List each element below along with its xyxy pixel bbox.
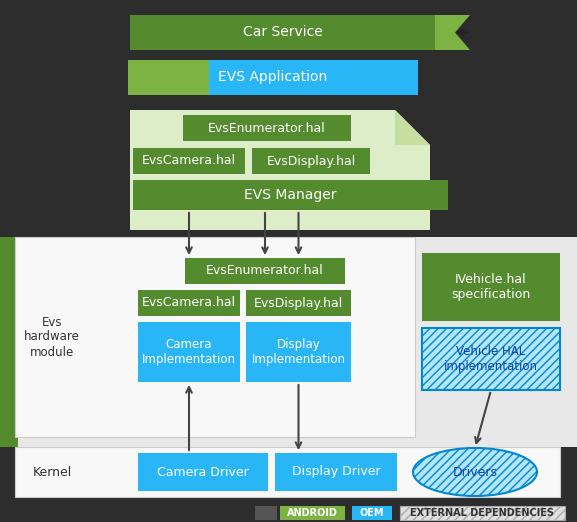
FancyBboxPatch shape xyxy=(275,453,397,491)
FancyBboxPatch shape xyxy=(138,322,240,382)
Text: EvsDisplay.hal: EvsDisplay.hal xyxy=(254,296,343,310)
FancyBboxPatch shape xyxy=(422,328,560,390)
Polygon shape xyxy=(130,110,430,230)
FancyBboxPatch shape xyxy=(128,60,209,95)
Polygon shape xyxy=(395,110,430,145)
Text: Display
Implementation: Display Implementation xyxy=(252,338,346,366)
FancyBboxPatch shape xyxy=(0,237,577,447)
FancyBboxPatch shape xyxy=(422,253,560,321)
Text: EvsEnumerator.hal: EvsEnumerator.hal xyxy=(208,122,326,135)
Text: EvsDisplay.hal: EvsDisplay.hal xyxy=(267,155,355,168)
Text: EVS Manager: EVS Manager xyxy=(244,188,337,202)
FancyBboxPatch shape xyxy=(352,506,392,520)
Text: Camera
Implementation: Camera Implementation xyxy=(142,338,236,366)
Text: ANDROID: ANDROID xyxy=(287,508,338,518)
Text: EvsCamera.hal: EvsCamera.hal xyxy=(142,155,236,168)
FancyBboxPatch shape xyxy=(0,447,577,522)
Text: Vehicle HAL
implementation: Vehicle HAL implementation xyxy=(444,345,538,373)
Text: Drivers: Drivers xyxy=(452,466,497,479)
FancyBboxPatch shape xyxy=(0,0,577,237)
FancyBboxPatch shape xyxy=(400,506,565,520)
FancyBboxPatch shape xyxy=(252,148,370,174)
Ellipse shape xyxy=(413,448,537,496)
FancyBboxPatch shape xyxy=(15,237,415,437)
FancyBboxPatch shape xyxy=(15,447,560,497)
Text: OEM: OEM xyxy=(359,508,384,518)
Text: EVS Application: EVS Application xyxy=(218,70,328,85)
FancyBboxPatch shape xyxy=(138,290,240,316)
FancyBboxPatch shape xyxy=(280,506,345,520)
FancyBboxPatch shape xyxy=(209,60,418,95)
Polygon shape xyxy=(435,15,470,50)
Text: EXTERNAL DEPENDENCIES: EXTERNAL DEPENDENCIES xyxy=(410,508,554,518)
FancyBboxPatch shape xyxy=(183,115,351,141)
FancyBboxPatch shape xyxy=(246,290,351,316)
Text: EvsEnumerator.hal: EvsEnumerator.hal xyxy=(206,265,324,278)
Text: Car Service: Car Service xyxy=(242,26,323,40)
Text: IVehicle.hal
specification: IVehicle.hal specification xyxy=(451,273,531,301)
Text: Kernel: Kernel xyxy=(32,466,72,479)
Text: EvsCamera.hal: EvsCamera.hal xyxy=(142,296,236,310)
FancyBboxPatch shape xyxy=(133,180,448,210)
FancyBboxPatch shape xyxy=(185,258,345,284)
FancyBboxPatch shape xyxy=(138,453,268,491)
Text: Display Driver: Display Driver xyxy=(292,466,380,479)
Text: Evs
hardware
module: Evs hardware module xyxy=(24,315,80,359)
FancyBboxPatch shape xyxy=(246,322,351,382)
Text: Camera Driver: Camera Driver xyxy=(157,466,249,479)
FancyBboxPatch shape xyxy=(255,506,277,520)
FancyBboxPatch shape xyxy=(130,15,435,50)
FancyBboxPatch shape xyxy=(133,148,245,174)
FancyBboxPatch shape xyxy=(0,237,18,447)
